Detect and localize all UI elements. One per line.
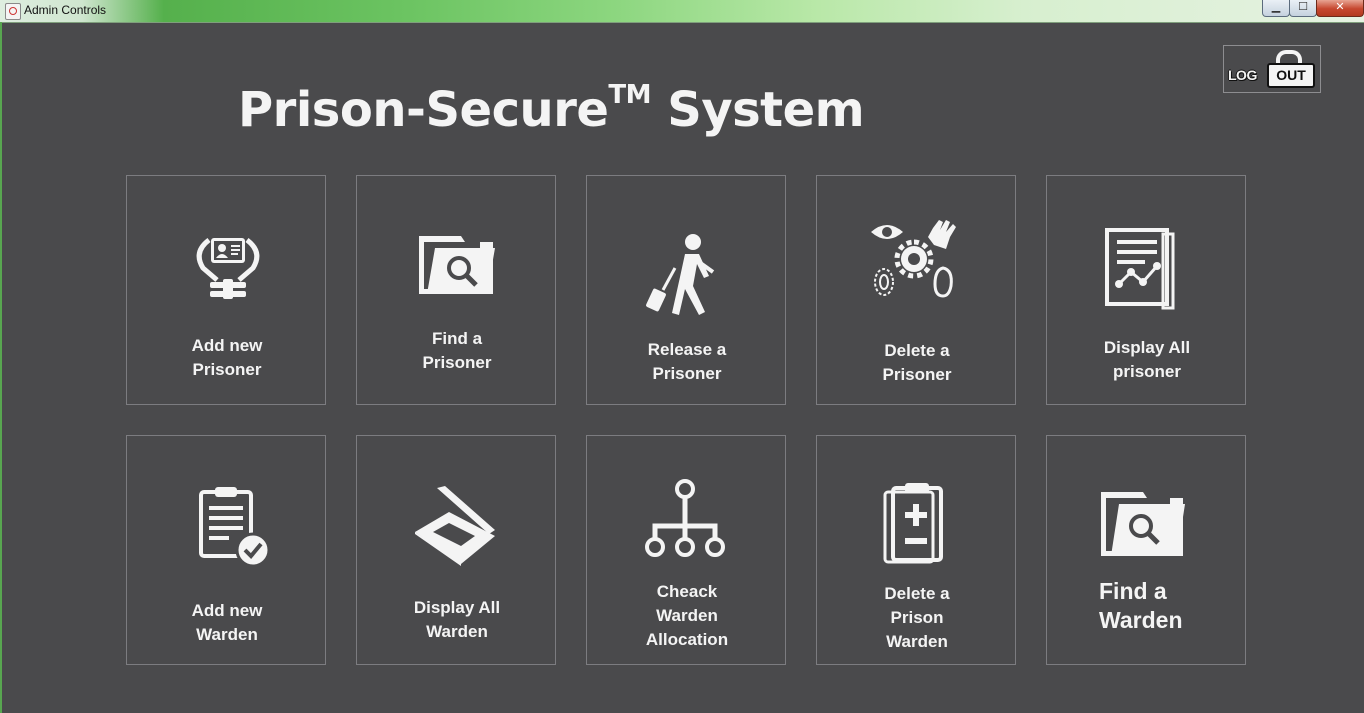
label-line: Find a: [431, 329, 483, 348]
label-line: Warden: [426, 622, 488, 641]
window-title-bar: Admin Controls ▁ ☐ ✕: [0, 0, 1364, 23]
logout-button[interactable]: LOG OUT: [1223, 45, 1321, 93]
label-line: Prisoner: [652, 364, 722, 383]
label-line: Add new: [191, 601, 263, 620]
biometrics-icon: [871, 220, 956, 298]
display-all-wardens-label: Display All Warden: [357, 596, 557, 644]
folder-search-icon: [419, 236, 495, 294]
label-line: Cheack: [656, 582, 718, 601]
label-line: Find a: [1099, 578, 1167, 604]
padlock-icon: [1276, 50, 1302, 68]
label-line: Prisoner: [422, 353, 492, 372]
label-line: prisoner: [1112, 362, 1182, 381]
page-title: Prison-SecureTM System: [238, 80, 865, 138]
find-prisoner-label: Find a Prisoner: [357, 327, 557, 375]
label-line: Warden: [196, 625, 258, 644]
label-line: Prisoner: [192, 360, 262, 379]
check-warden-allocation-button[interactable]: Cheack Warden Allocation: [586, 435, 786, 665]
id-card-hands-icon: [196, 238, 260, 299]
find-warden-label: Find a Warden: [1099, 577, 1247, 635]
report-chart-icon: [1105, 228, 1175, 310]
trademark: TM: [608, 80, 652, 110]
delete-prisoner-label: Delete a Prisoner: [817, 339, 1017, 387]
scanner-icon: [415, 486, 495, 566]
hierarchy-icon: [645, 479, 725, 557]
window-border: [0, 22, 2, 713]
maximize-button[interactable]: ☐: [1289, 0, 1317, 17]
display-all-prisoners-label: Display All prisoner: [1047, 336, 1247, 384]
find-warden-button[interactable]: Find a Warden: [1046, 435, 1246, 665]
delete-prison-warden-button[interactable]: Delete a Prison Warden: [816, 435, 1016, 665]
display-all-wardens-button[interactable]: Display All Warden: [356, 435, 556, 665]
title-suffix: System: [667, 82, 865, 138]
walking-person-luggage-icon: [646, 234, 715, 315]
label-line: Warden: [656, 606, 718, 625]
label-line: Prison: [890, 608, 944, 627]
clipboard-check-icon: [199, 487, 271, 568]
minimize-button[interactable]: ▁: [1262, 0, 1290, 17]
add-warden-label: Add new Warden: [127, 599, 327, 647]
label-line: Release a: [647, 340, 727, 359]
window-title: Admin Controls: [24, 3, 107, 17]
logout-label-out: OUT: [1267, 63, 1315, 88]
release-prisoner-button[interactable]: Release a Prisoner: [586, 175, 786, 405]
folder-search-icon: [1101, 492, 1185, 556]
label-line: Add new: [191, 336, 263, 355]
title-main: Prison-Secure: [238, 82, 609, 138]
close-button[interactable]: ✕: [1316, 0, 1364, 17]
delete-prison-warden-label: Delete a Prison Warden: [817, 582, 1017, 654]
java-app-icon: [5, 3, 21, 20]
label-line: Prisoner: [882, 365, 952, 384]
label-line: Warden: [886, 632, 948, 651]
label-line: Warden: [1099, 607, 1183, 633]
label-line: Delete a: [884, 341, 950, 360]
label-line: Delete a: [884, 584, 950, 603]
delete-prisoner-button[interactable]: Delete a Prisoner: [816, 175, 1016, 405]
label-line: Display All: [1103, 338, 1191, 357]
display-all-prisoners-button[interactable]: Display All prisoner: [1046, 175, 1246, 405]
clipboard-plus-minus-icon: [883, 483, 943, 564]
find-prisoner-button[interactable]: Find a Prisoner: [356, 175, 556, 405]
release-prisoner-label: Release a Prisoner: [587, 338, 787, 386]
add-warden-button[interactable]: Add new Warden: [126, 435, 326, 665]
label-line: Display All: [413, 598, 501, 617]
add-prisoner-label: Add new Prisoner: [127, 334, 327, 382]
logout-label-log: LOG: [1228, 67, 1257, 83]
label-line: Allocation: [645, 630, 729, 649]
add-prisoner-button[interactable]: Add new Prisoner: [126, 175, 326, 405]
check-warden-allocation-label: Cheack Warden Allocation: [587, 580, 787, 652]
